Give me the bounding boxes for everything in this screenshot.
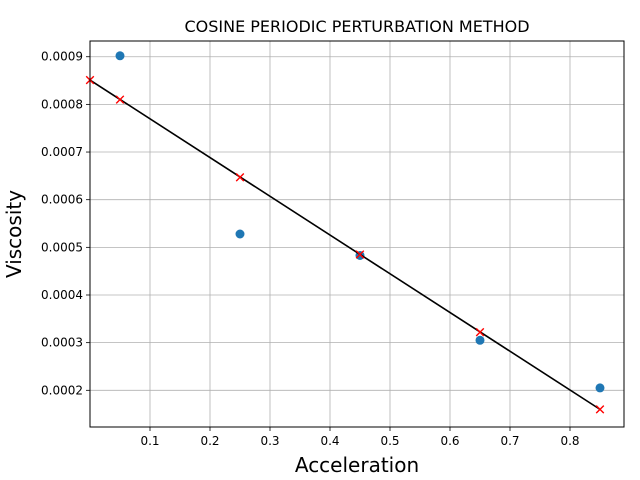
y-tick-label: 0.0007 xyxy=(41,145,83,159)
y-tick-label: 0.0009 xyxy=(41,50,83,64)
x-tick-label: 0.2 xyxy=(200,434,219,448)
grid xyxy=(90,41,624,427)
x-tick-label: 0.5 xyxy=(380,434,399,448)
y-tick-label: 0.0004 xyxy=(41,288,83,302)
y-tick-label: 0.0008 xyxy=(41,97,83,111)
fit-line xyxy=(89,79,601,411)
data-point-circle xyxy=(475,335,485,345)
y-tick-label: 0.0005 xyxy=(41,240,83,254)
x-tick-label: 0.3 xyxy=(260,434,279,448)
x-tick-label: 0.7 xyxy=(500,434,519,448)
x-tick-label: 0.8 xyxy=(560,434,579,448)
fit-point-x xyxy=(595,405,605,414)
x-tick-label: 0.6 xyxy=(440,434,459,448)
fit-point-x xyxy=(115,95,125,104)
y-tick-label: 0.0006 xyxy=(41,193,83,207)
y-tick-label: 0.0002 xyxy=(41,383,83,397)
plot-frame xyxy=(89,40,625,428)
y-tick-label: 0.0003 xyxy=(41,336,83,350)
x-tick-label: 0.1 xyxy=(140,434,159,448)
data-point-circle xyxy=(595,383,605,393)
data-point-circle xyxy=(115,51,125,61)
fit-point-x xyxy=(475,327,485,337)
x-axis-title: Acceleration xyxy=(295,453,419,477)
data-layer xyxy=(85,51,605,414)
fit-point-x xyxy=(235,172,245,182)
fit-point-x xyxy=(355,250,365,259)
chart-title: COSINE PERIODIC PERTURBATION METHOD xyxy=(184,17,529,36)
data-point-circle xyxy=(235,229,245,239)
y-axis-title: Viscosity xyxy=(2,190,26,278)
ticks: 0.1 0.2 0.3 0.4 0.5 0.6 0.7 0.8 0.0002 0.0003 0.00… xyxy=(41,50,580,448)
x-tick-label: 0.4 xyxy=(320,434,339,448)
